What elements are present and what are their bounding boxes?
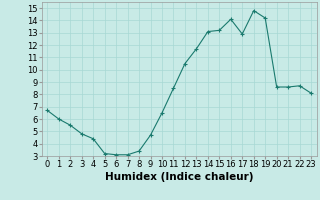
X-axis label: Humidex (Indice chaleur): Humidex (Indice chaleur) <box>105 172 253 182</box>
